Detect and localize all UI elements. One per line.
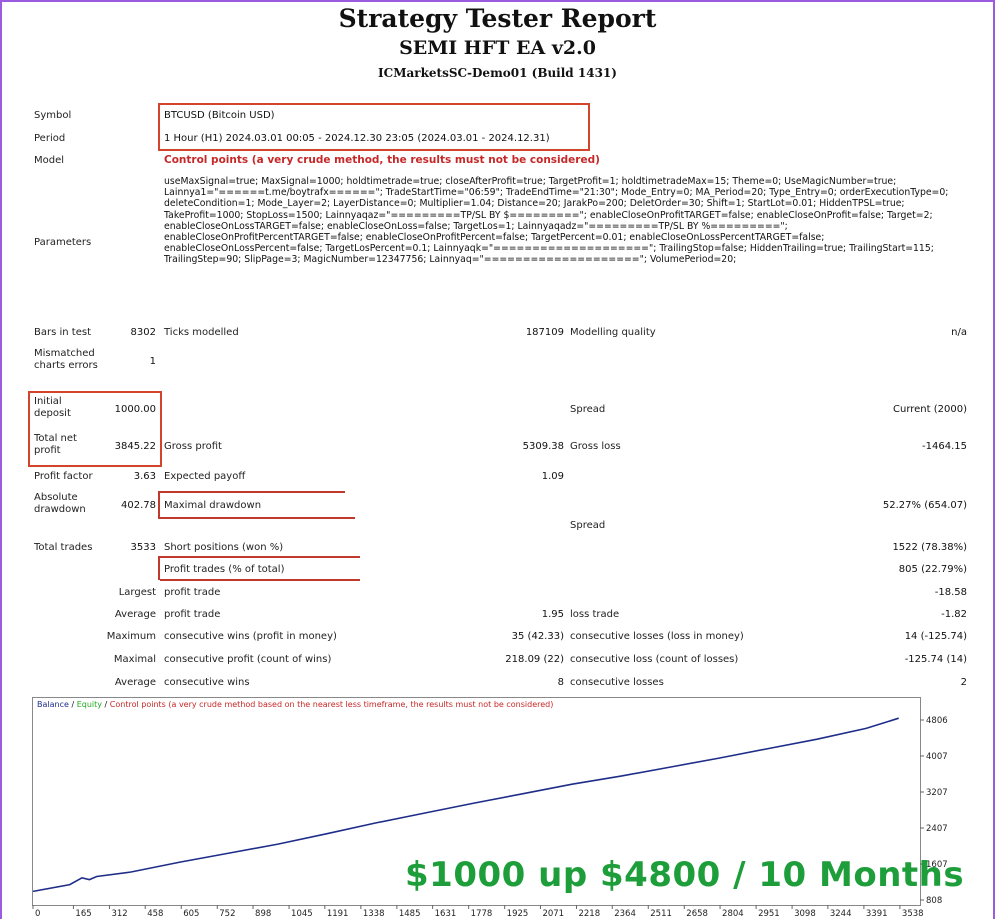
maxdd-underline-bottom xyxy=(160,517,355,519)
max-wins-label: consecutive wins (profit in money) xyxy=(164,631,337,642)
chart-legend: Balance / Equity / Control points (a ver… xyxy=(37,700,553,709)
server-build: ICMarketsSC-Demo01 (Build 1431) xyxy=(378,66,617,80)
legend-note: Control points (a very crude method base… xyxy=(109,700,554,709)
legend-sep-1: / xyxy=(71,700,75,709)
avg-losses-label: consecutive losses xyxy=(570,677,664,688)
grossprofit-value: 5309.38 xyxy=(522,441,564,452)
balance-chart: Balance / Equity / Control points (a ver… xyxy=(32,697,921,906)
maxdd-label: Maximal drawdown xyxy=(164,500,262,511)
spread2-label: Spread xyxy=(570,520,606,531)
quality-label: Modelling quality xyxy=(570,327,656,338)
symbol-label: Symbol xyxy=(34,110,72,121)
netprofit-value: 3845.22 xyxy=(114,441,156,452)
largest-profit-label: profit trade xyxy=(164,587,221,598)
avg-wins-value: 8 xyxy=(557,677,564,688)
average-label: Average xyxy=(114,609,156,620)
largest-loss-value: -18.58 xyxy=(934,587,967,598)
grossloss-label: Gross loss xyxy=(570,441,621,452)
average-loss-value: -1.82 xyxy=(941,609,967,620)
max-wins-value: 35 (42.33) xyxy=(511,631,564,642)
grossprofit-label: Gross profit xyxy=(164,441,222,452)
model-value: Control points (a very crude method, the… xyxy=(164,154,600,166)
symbol-value: BTCUSD (Bitcoin USD) xyxy=(164,110,275,121)
ticks-label: Ticks modelled xyxy=(164,327,239,338)
maximal-loss-label: consecutive loss (count of losses) xyxy=(570,654,739,665)
maximal-profit-label: consecutive profit (count of wins) xyxy=(164,654,332,665)
deposit-value: 1000.00 xyxy=(114,404,156,415)
largest-label: Largest xyxy=(118,587,156,598)
model-label: Model xyxy=(34,155,65,166)
mismatch-value: 1 xyxy=(149,356,156,367)
deposit-profit-highlight xyxy=(28,391,162,467)
short-value: 1522 (78.38%) xyxy=(892,542,967,553)
overlay-caption: $1000 up $4800 / 10 Months xyxy=(405,855,965,895)
max-losses-label: consecutive losses (loss in money) xyxy=(570,631,744,642)
average-profit-label: profit trade xyxy=(164,609,221,620)
pf-value: 3.63 xyxy=(133,471,156,482)
maximal-loss-value: -125.74 (14) xyxy=(904,654,967,665)
absdd-label: Absolute drawdown xyxy=(34,492,86,515)
report-title: Strategy Tester Report xyxy=(338,4,657,33)
maxdd-value: 52.27% (654.07) xyxy=(882,500,967,511)
spread-label: Spread xyxy=(570,404,606,415)
legend-sep-2: / xyxy=(104,700,108,709)
avg-losses-value: 2 xyxy=(960,677,967,688)
payoff-value: 1.09 xyxy=(541,471,564,482)
deposit-label: Initial deposit xyxy=(34,396,71,419)
mismatch-label: Mismatched charts errors xyxy=(34,348,98,371)
chart-plot xyxy=(33,717,899,893)
bars-label: Bars in test xyxy=(34,327,91,338)
trades-label: Total trades xyxy=(34,542,93,553)
trades-value: 3533 xyxy=(130,542,156,553)
maximal-label: Maximal xyxy=(113,654,156,665)
avg2-label: Average xyxy=(114,677,156,688)
bars-value: 8302 xyxy=(130,327,156,338)
proftrades-underline xyxy=(160,579,360,581)
average-profit-value: 1.95 xyxy=(541,609,564,620)
proftrades-label: Profit trades (% of total) xyxy=(164,564,285,575)
avg-wins-label: consecutive wins xyxy=(164,677,250,688)
parameters-value: useMaxSignal=true; MaxSignal=1000; holdt… xyxy=(164,176,949,266)
spread-value: Current (2000) xyxy=(893,404,967,415)
proftrades-bracket xyxy=(158,556,160,580)
pf-label: Profit factor xyxy=(34,471,93,482)
legend-equity: Equity xyxy=(76,700,102,709)
ea-name: SEMI HFT EA v2.0 xyxy=(399,37,596,59)
netprofit-label: Total net profit xyxy=(34,433,77,456)
payoff-label: Expected payoff xyxy=(164,471,246,482)
quality-value: n/a xyxy=(951,327,967,338)
maximum-label: Maximum xyxy=(106,631,156,642)
absdd-value: 402.78 xyxy=(121,500,156,511)
period-label: Period xyxy=(34,133,66,144)
ticks-value: 187109 xyxy=(525,327,564,338)
maximal-profit-value: 218.09 (22) xyxy=(505,654,564,665)
short-underline xyxy=(160,556,360,558)
average-loss-label: loss trade xyxy=(570,609,620,620)
balance-line xyxy=(33,717,899,893)
short-label: Short positions (won %) xyxy=(164,542,284,553)
symbol-period-highlight xyxy=(158,103,590,151)
proftrades-value: 805 (22.79%) xyxy=(898,564,967,575)
maxdd-bracket xyxy=(158,491,160,519)
parameters-label: Parameters xyxy=(34,237,92,248)
grossloss-value: -1464.15 xyxy=(922,441,967,452)
legend-balance: Balance xyxy=(37,700,69,709)
maxdd-underline-top xyxy=(160,491,345,493)
period-value: 1 Hour (H1) 2024.03.01 00:05 - 2024.12.3… xyxy=(164,133,550,144)
max-losses-value: 14 (-125.74) xyxy=(904,631,967,642)
